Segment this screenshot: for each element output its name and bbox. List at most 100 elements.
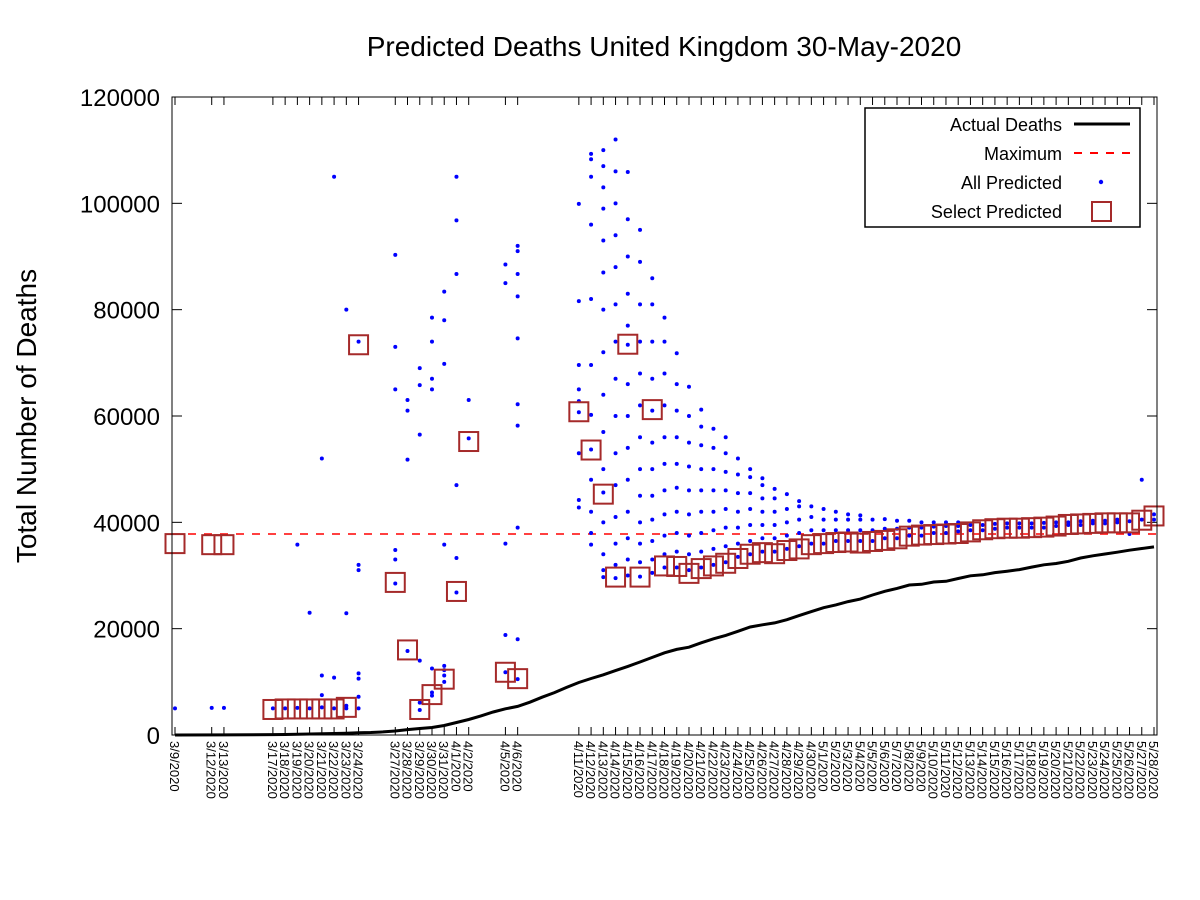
all-predicted-point <box>393 557 398 562</box>
select-predicted-point <box>923 524 945 546</box>
select-predicted-point <box>164 533 186 555</box>
all-predicted-point <box>576 498 581 503</box>
all-predicted-point <box>1139 477 1144 482</box>
all-predicted-point <box>674 435 679 440</box>
x-tick-label: 4/17/2020 <box>644 741 659 799</box>
all-predicted-point <box>601 490 606 495</box>
select-predicted-point <box>397 639 419 661</box>
all-predicted-point <box>515 243 520 248</box>
all-predicted-point <box>723 544 728 549</box>
all-predicted-point <box>393 581 398 586</box>
x-tick-label: 5/22/2020 <box>1073 741 1088 799</box>
all-predicted-point <box>417 700 422 705</box>
all-predicted-point <box>625 536 630 541</box>
all-predicted-point <box>833 528 838 533</box>
all-predicted-point <box>748 522 753 527</box>
all-predicted-point <box>405 408 410 413</box>
all-predicted-point <box>601 270 606 275</box>
all-predicted-point <box>943 530 948 535</box>
all-predicted-point <box>332 706 337 711</box>
all-predicted-point <box>699 407 704 412</box>
x-tick-label: 5/11/2020 <box>938 741 953 798</box>
all-predicted-point <box>295 705 300 710</box>
all-predicted-point <box>650 408 655 413</box>
select-predicted-point <box>959 521 981 543</box>
all-predicted-point <box>674 509 679 514</box>
all-predicted-point <box>833 509 838 514</box>
all-predicted-point <box>270 706 275 711</box>
all-predicted-point <box>625 477 630 482</box>
all-predicted-point <box>417 432 422 437</box>
select-predicted-point <box>727 547 749 569</box>
all-predicted-point <box>319 456 324 461</box>
all-predicted-point <box>589 362 594 367</box>
all-predicted-point <box>429 387 434 392</box>
select-predicted-point <box>972 519 994 541</box>
x-tick-label: 3/22/2020 <box>326 741 341 799</box>
all-predicted-point <box>405 457 410 462</box>
y-tick-label: 80000 <box>93 298 160 325</box>
select-predicted-point <box>433 668 455 690</box>
all-predicted-point <box>735 541 740 546</box>
all-predicted-point <box>356 706 361 711</box>
x-tick-label: 5/14/2020 <box>975 741 990 799</box>
all-predicted-point <box>1127 519 1132 524</box>
select-predicted-point <box>862 530 884 552</box>
select-predicted-point <box>409 698 431 720</box>
all-predicted-point <box>650 302 655 307</box>
all-predicted-point <box>674 461 679 466</box>
all-predicted-point <box>797 517 802 522</box>
all-predicted-point <box>405 398 410 403</box>
all-predicted-point <box>601 164 606 169</box>
all-predicted-point <box>638 541 643 546</box>
all-predicted-point <box>515 402 520 407</box>
x-tick-label: 3/24/2020 <box>351 741 366 799</box>
all-predicted-point <box>613 541 618 546</box>
all-predicted-point <box>833 517 838 522</box>
x-tick-label: 4/16/2020 <box>632 741 647 799</box>
all-predicted-point <box>625 217 630 222</box>
x-tick-label: 3/29/2020 <box>412 741 427 799</box>
all-predicted-point <box>429 339 434 344</box>
all-predicted-point <box>662 565 667 570</box>
all-predicted-point <box>393 344 398 349</box>
plot-frame <box>171 96 1158 736</box>
y-tick-label: 0 <box>147 723 160 750</box>
all-predicted-point <box>662 315 667 320</box>
select-predicted-point <box>849 532 871 554</box>
all-predicted-point <box>625 323 630 328</box>
all-predicted-point <box>846 512 851 517</box>
all-predicted-point <box>638 493 643 498</box>
x-tick-label: 3/18/2020 <box>277 741 292 799</box>
y-axis-label: Total Number of Deaths <box>11 269 42 563</box>
select-predicted-point <box>837 531 859 553</box>
x-tick-label: 4/12/2020 <box>583 741 598 799</box>
all-predicted-point <box>442 679 447 684</box>
x-tick-label: 5/1/2020 <box>816 741 831 792</box>
all-predicted-point <box>613 265 618 270</box>
all-predicted-point <box>442 673 447 678</box>
all-predicted-point <box>686 552 691 557</box>
select-predicted-point <box>1021 517 1043 539</box>
all-predicted-point <box>613 339 618 344</box>
all-predicted-point <box>772 549 777 554</box>
all-predicted-point <box>748 507 753 512</box>
x-tick-label: 5/16/2020 <box>999 741 1014 799</box>
all-predicted-point <box>613 515 618 520</box>
x-tick-label: 4/20/2020 <box>681 741 696 799</box>
x-tick-label: 5/28/2020 <box>1146 741 1161 799</box>
x-tick-label: 5/18/2020 <box>1024 741 1039 799</box>
x-tick-label: 5/21/2020 <box>1060 741 1075 799</box>
select-predicted-point <box>213 534 235 556</box>
select-predicted-point <box>666 555 688 577</box>
all-predicted-point <box>846 528 851 533</box>
y-tick-label: 60000 <box>93 404 160 431</box>
all-predicted-point <box>442 542 447 547</box>
all-predicted-point <box>344 703 349 708</box>
all-predicted-point <box>429 693 434 698</box>
all-predicted-point <box>613 233 618 238</box>
all-predicted-point <box>772 522 777 527</box>
select-predicted-point <box>1033 516 1055 538</box>
all-predicted-point <box>858 538 863 543</box>
all-predicted-point <box>221 705 226 710</box>
